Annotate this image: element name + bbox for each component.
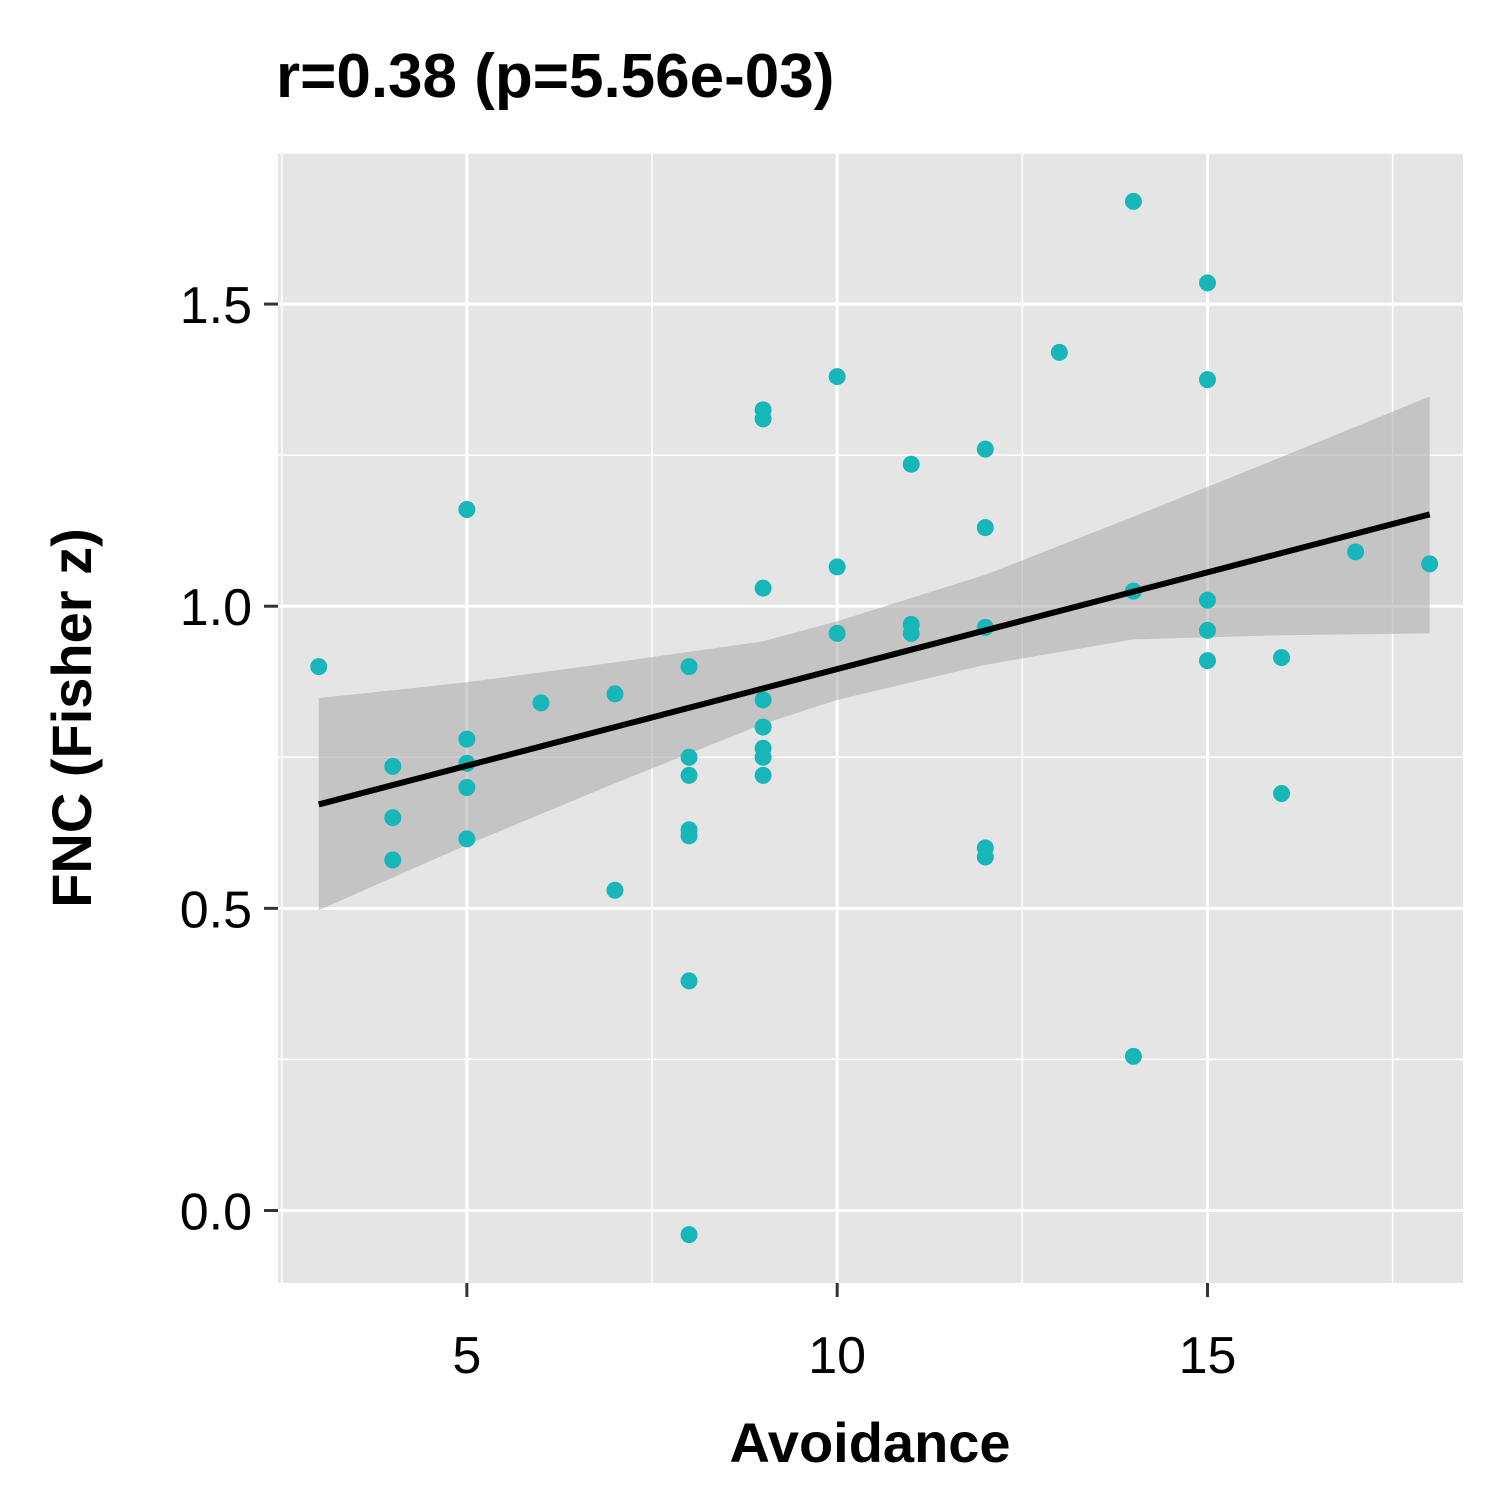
data-point: [1124, 192, 1142, 210]
data-point: [1198, 591, 1216, 609]
data-point: [680, 1226, 698, 1244]
data-point: [754, 410, 772, 428]
data-point: [828, 368, 846, 386]
data-points: [310, 192, 1439, 1244]
y-tick-label: 0.5: [180, 881, 252, 939]
data-point: [1124, 1047, 1142, 1065]
data-point: [754, 691, 772, 709]
x-axis-label: Avoidance: [729, 1411, 1010, 1474]
data-point: [1421, 555, 1439, 573]
data-point: [754, 579, 772, 597]
x-tick-label: 10: [808, 1327, 866, 1385]
data-point: [754, 748, 772, 766]
data-point: [680, 972, 698, 990]
data-point: [902, 624, 920, 642]
data-point: [458, 501, 476, 519]
data-point: [902, 455, 920, 473]
data-point: [1198, 621, 1216, 639]
data-point: [1347, 543, 1365, 561]
data-point: [1050, 343, 1068, 361]
data-point: [310, 658, 328, 676]
data-point: [976, 440, 994, 458]
data-point: [458, 730, 476, 748]
y-tick-label: 0.0: [180, 1183, 252, 1241]
x-tick-label: 15: [1179, 1327, 1237, 1385]
data-point: [680, 766, 698, 784]
major-gridlines: [278, 153, 1463, 1283]
data-point: [828, 624, 846, 642]
data-point: [532, 694, 550, 712]
data-point: [976, 519, 994, 537]
data-point: [754, 718, 772, 736]
data-point: [680, 748, 698, 766]
confidence-ribbon: [318, 396, 1430, 911]
data-point: [1273, 785, 1291, 803]
data-point: [606, 881, 624, 899]
y-tick-label: 1.0: [180, 579, 252, 637]
data-point: [384, 851, 402, 869]
data-point: [458, 778, 476, 796]
y-axis-label: FNC (Fisher z): [40, 528, 103, 908]
x-tick-label: 5: [452, 1327, 481, 1385]
regression-line: [317, 511, 1431, 808]
data-point: [1198, 274, 1216, 292]
data-point: [606, 685, 624, 703]
data-point: [680, 658, 698, 676]
data-point: [384, 809, 402, 827]
data-point: [1198, 371, 1216, 389]
x-axis: 5 10 15: [452, 1283, 1236, 1385]
data-point: [1198, 652, 1216, 670]
data-point: [976, 848, 994, 866]
data-point: [1273, 649, 1291, 667]
data-point: [828, 558, 846, 576]
y-axis: 0.0 0.5 1.0 1.5: [180, 277, 278, 1241]
chart-title: r=0.38 (p=5.56e-03): [276, 42, 834, 111]
data-point: [680, 827, 698, 845]
y-tick-label: 1.5: [180, 277, 252, 335]
data-point: [458, 830, 476, 848]
data-point: [384, 757, 402, 775]
data-point: [754, 766, 772, 784]
